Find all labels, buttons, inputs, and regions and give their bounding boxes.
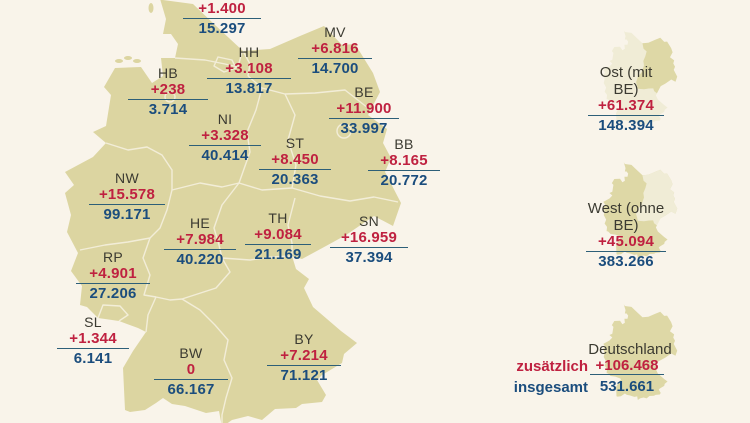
state-code: HH: [238, 44, 260, 60]
state-additional-value: +8.450: [271, 151, 319, 168]
state-block-he: HE +7.984 40.220: [164, 215, 236, 268]
state-code: SN: [358, 213, 380, 229]
state-total-value: 33.997: [340, 120, 388, 137]
island-dots: [115, 3, 154, 63]
summary-additional-value: +61.374: [597, 97, 655, 114]
summary-block-west: West (ohne BE) +45.094 383.266: [586, 200, 666, 270]
state-total-value: 40.220: [176, 251, 224, 268]
state-additional-value: +3.108: [225, 60, 273, 77]
state-total-value: 3.714: [148, 101, 188, 118]
divider-line: [259, 169, 331, 170]
state-additional-value: +6.816: [311, 40, 359, 57]
state-block-be: BE +11.900 33.997: [329, 84, 399, 137]
state-block-nw: NW +15.578 99.171: [89, 170, 165, 223]
divider-line: [154, 379, 228, 380]
state-block-hb: HB +238 3.714: [128, 65, 208, 118]
state-additional-value: +4.901: [89, 265, 137, 282]
main-map: [65, 0, 401, 423]
state-block-bw: BW 0 66.167: [154, 345, 228, 398]
state-borders: [79, 50, 399, 423]
divider-line: [586, 251, 666, 252]
state-total-value: 14.700: [311, 60, 359, 77]
state-block-rp: RP +4.901 27.206: [76, 249, 150, 302]
state-total-value: 40.414: [201, 147, 249, 164]
summary-block-ost: Ost (mit BE) +61.374 148.394: [588, 64, 664, 134]
divider-line: [189, 145, 261, 146]
state-additional-value: 0: [186, 361, 196, 378]
state-total-value: 99.171: [103, 206, 151, 223]
state-additional-value: +7.984: [176, 231, 224, 248]
divider-line: [298, 58, 372, 59]
total-row-label: insgesamt: [513, 379, 588, 396]
state-code: ST: [285, 135, 305, 151]
summary-label: West (ohne BE): [587, 200, 665, 234]
state-block-sh: +1.400 15.297: [183, 1, 261, 37]
divider-line: [330, 247, 408, 248]
divider-line: [329, 118, 399, 119]
state-block-sn: SN +16.959 37.394: [330, 213, 408, 266]
deutschland-additional-value: +106.468: [595, 357, 659, 374]
state-code: BB: [394, 136, 414, 152]
summary-additional-value: +45.094: [597, 233, 655, 250]
state-additional-value: +16.959: [340, 229, 398, 246]
divider-line: [128, 99, 208, 100]
summary-label-deutschland: Deutschland: [588, 341, 672, 358]
divider-line: [57, 348, 129, 349]
state-block-sl: SL +1.344 6.141: [57, 314, 129, 367]
divider-line: [207, 78, 291, 79]
state-total-value: 66.167: [167, 381, 215, 398]
state-code: NW: [115, 170, 139, 186]
state-total-value: 27.206: [89, 285, 137, 302]
state-additional-value: +238: [150, 81, 186, 98]
state-total-value: 20.772: [380, 172, 428, 189]
state-total-value: 13.817: [225, 80, 273, 97]
state-additional-value: +7.214: [280, 347, 328, 364]
state-code: RP: [102, 249, 124, 265]
divider-line: [76, 283, 150, 284]
state-total-value: 21.169: [254, 246, 302, 263]
state-block-st: ST +8.450 20.363: [259, 135, 331, 188]
state-code: SL: [84, 314, 102, 330]
state-code: HB: [157, 65, 179, 81]
additional-row-label: zusätzlich: [516, 358, 588, 375]
state-total-value: 15.297: [198, 20, 246, 37]
summary-label: Ost (mit BE): [599, 64, 653, 98]
state-additional-value: +15.578: [98, 186, 156, 203]
deutschland-total-value: 531.661: [599, 378, 655, 395]
state-block-by: BY +7.214 71.121: [267, 331, 341, 384]
state-additional-value: +9.084: [254, 226, 302, 243]
state-block-ni: NI +3.328 40.414: [189, 111, 261, 164]
state-additional-value: +1.344: [69, 330, 117, 347]
state-block-th: TH +9.084 21.169: [245, 210, 311, 263]
divider-line: [245, 244, 311, 245]
divider-line: [588, 115, 664, 116]
state-code: BY: [294, 331, 314, 347]
state-total-value: 6.141: [73, 350, 113, 367]
state-code: MV: [324, 24, 346, 40]
state-code: NI: [217, 111, 233, 127]
divider-line: [89, 204, 165, 205]
summary-total-value: 148.394: [598, 117, 654, 134]
divider-line: [267, 365, 341, 366]
state-block-bb: BB +8.165 20.772: [368, 136, 440, 189]
state-additional-value: +1.400: [198, 0, 246, 17]
state-additional-value: +8.165: [380, 152, 428, 169]
state-total-value: 71.121: [280, 367, 328, 384]
state-code: TH: [268, 210, 288, 226]
divider-line: [183, 18, 261, 19]
divider-line: [368, 170, 440, 171]
state-total-value: 20.363: [271, 171, 319, 188]
state-code: HE: [189, 215, 211, 231]
state-code: BE: [354, 84, 374, 100]
divider-line: [164, 249, 236, 250]
summary-total-value: 383.266: [598, 253, 654, 270]
state-block-mv: MV +6.816 14.700: [298, 24, 372, 77]
state-additional-value: +3.328: [201, 127, 249, 144]
state-additional-value: +11.900: [336, 100, 392, 117]
divider-line: [590, 374, 664, 375]
state-total-value: 37.394: [345, 249, 393, 266]
state-code: BW: [179, 345, 203, 361]
state-block-hh: HH +3.108 13.817: [207, 44, 291, 97]
